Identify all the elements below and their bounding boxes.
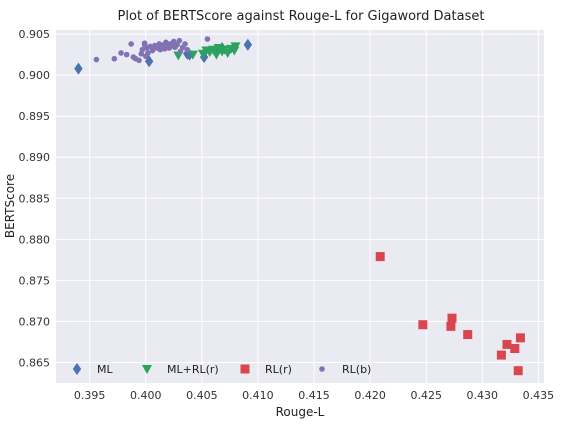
legend-marker [142, 365, 152, 374]
legend-label: RL(b) [342, 363, 371, 376]
data-point [496, 350, 506, 360]
data-point [149, 47, 156, 54]
data-point [174, 41, 180, 48]
grid-lines [56, 30, 544, 383]
y-tick-label: 0.905 [19, 28, 51, 41]
legend-marker [240, 364, 250, 374]
chart-title: Plot of BERTScore against Rouge-L for Gi… [118, 9, 485, 24]
data-point [211, 50, 222, 60]
legend-label: ML [97, 363, 113, 376]
data-point [463, 330, 473, 340]
data-point [204, 36, 211, 42]
x-axis-label: Rouge-L [276, 405, 325, 419]
data-point [510, 344, 520, 354]
legend: ML ML+RL(r) RL(r) RL(b) [72, 363, 371, 376]
data-point [111, 55, 118, 62]
data-point [147, 43, 154, 50]
data-point [128, 41, 134, 47]
y-tick-label: 0.885 [19, 192, 51, 205]
data-point [144, 55, 154, 68]
x-tick-label: 0.415 [298, 389, 330, 402]
legend-label: ML+RL(r) [167, 363, 219, 376]
data-point [447, 313, 457, 323]
data-point [502, 339, 512, 349]
data-point [446, 321, 456, 331]
y-tick-label: 0.875 [19, 274, 51, 287]
data-point [74, 62, 83, 75]
plot-area [56, 30, 544, 383]
data-point [163, 39, 169, 46]
data-points [74, 36, 525, 376]
data-point [187, 50, 198, 60]
x-tick-label: 0.410 [242, 389, 274, 402]
y-tick-label: 0.865 [19, 356, 51, 369]
data-point [243, 38, 253, 51]
x-tick-label: 0.420 [354, 389, 386, 402]
data-point [515, 333, 525, 343]
data-point [123, 51, 130, 58]
x-tick-label: 0.400 [130, 389, 162, 402]
x-tick-label: 0.425 [410, 389, 442, 402]
x-tick-label: 0.435 [523, 389, 555, 402]
data-point [182, 41, 188, 47]
x-tick-label: 0.395 [74, 389, 106, 402]
data-point [93, 56, 100, 63]
data-point [230, 42, 241, 52]
data-point [513, 366, 523, 376]
y-tick-label: 0.890 [19, 151, 51, 164]
y-axis-label: BERTScore [3, 174, 17, 238]
x-tick-label: 0.430 [467, 389, 499, 402]
x-tick-label: 0.405 [186, 389, 218, 402]
data-point [375, 252, 385, 262]
y-tick-label: 0.895 [19, 110, 51, 123]
y-tick-label: 0.880 [19, 233, 51, 246]
y-tick-label: 0.900 [19, 69, 51, 82]
data-point [176, 37, 183, 44]
data-point [118, 50, 124, 56]
data-point [184, 46, 191, 53]
data-point [141, 40, 148, 46]
data-point [145, 50, 151, 56]
data-point [177, 48, 184, 55]
data-point [208, 45, 219, 55]
legend-marker [319, 366, 325, 372]
data-point [139, 46, 146, 53]
legend-marker [72, 363, 82, 375]
data-point [418, 320, 428, 330]
y-tick-label: 0.870 [19, 315, 51, 328]
data-point [136, 57, 142, 64]
tick-labels: 0.395 0.400 0.405 0.410 0.415 0.420 0.425 0.430… [19, 28, 555, 402]
legend-label: RL(r) [265, 363, 292, 376]
